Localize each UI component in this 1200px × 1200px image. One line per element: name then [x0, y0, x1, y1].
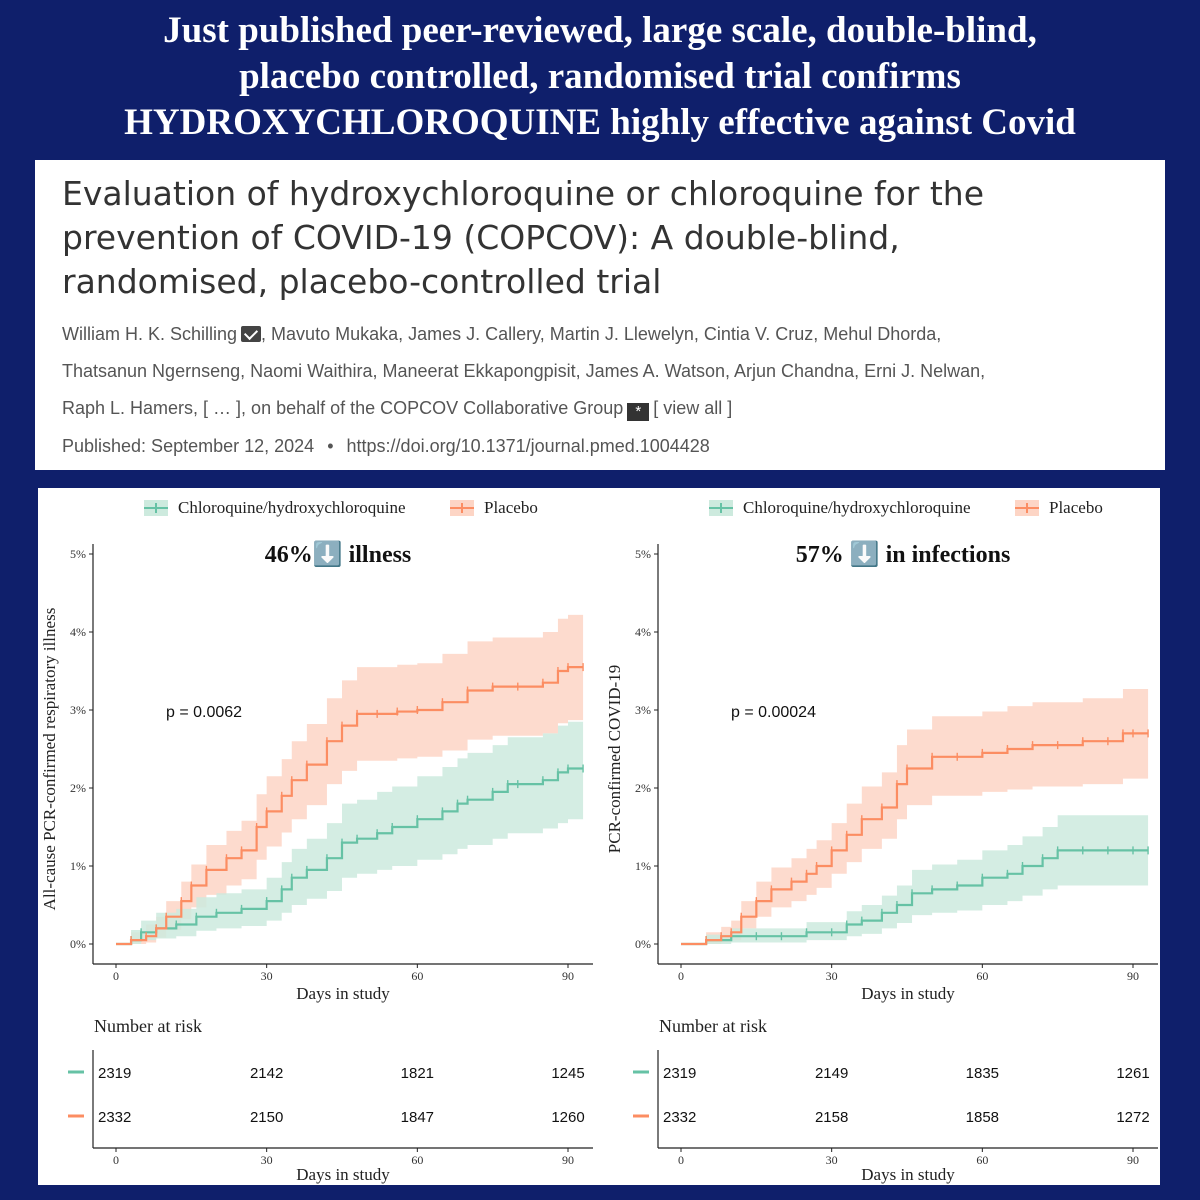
doi-link[interactable]: https://doi.org/10.1371/journal.pmed.100… — [346, 436, 710, 456]
panel-2-ci-band-placebo — [681, 688, 1149, 944]
panel-2-risk-x-tick-label: 60 — [976, 1153, 988, 1167]
corresponding-author-link[interactable]: William H. K. Schilling — [62, 324, 238, 344]
panel-1-x-tick-label: 90 — [562, 969, 574, 983]
author-line-1: William H. K. Schilling , Mavuto Mukaka, … — [62, 316, 1152, 353]
headline-line-1: Just published peer-reviewed, large scal… — [163, 10, 1037, 51]
panel-2-y-tick-label: 1% — [635, 859, 651, 873]
panel-2-ci-band-chloroquine — [681, 815, 1149, 944]
headline-line-3: HYDROXYCHLOROQUINE highly effective agai… — [124, 102, 1076, 143]
panel-2-risk-value: 2158 — [815, 1109, 848, 1126]
panel-1-y-tick-label: 0% — [70, 937, 86, 951]
view-all-authors-link[interactable]: [ view all ] — [653, 398, 733, 418]
panel-1-risk-value: 2319 — [98, 1065, 131, 1082]
panel-2-y-axis-title: PCR-confirmed COVID-19 — [605, 665, 624, 853]
panel-1-ci-band-chloroquine — [116, 721, 584, 944]
panel-1-risk-x-tick-label: 90 — [562, 1153, 574, 1167]
panel-1-y-tick-label: 1% — [70, 859, 86, 873]
panel-2-y-tick-label: 0% — [635, 937, 651, 951]
panel-2-y-tick-label: 5% — [635, 547, 651, 561]
panel-1-risk-x-tick-label: 0 — [113, 1153, 119, 1167]
panel-2-risk-value: 1835 — [966, 1065, 999, 1082]
bullet-separator: • — [327, 436, 334, 456]
panel-2-risk-x-axis-title: Days in study — [861, 1165, 955, 1184]
paper-title-line-3: randomised, placebo-controlled trial — [62, 262, 662, 301]
panel-1-risk-value: 1260 — [551, 1109, 584, 1126]
panel-2-risk-x-tick-label: 30 — [826, 1153, 838, 1167]
panel-1-x-tick-label: 30 — [261, 969, 273, 983]
group-asterisk-icon[interactable]: * — [627, 403, 650, 421]
panel-1-legend-chloroquine-label: Chloroquine/hydroxychloroquine — [178, 498, 406, 517]
panel-2-risk-x-tick-label: 0 — [678, 1153, 684, 1167]
panel-2-p-value-annotation: p = 0.00024 — [731, 704, 816, 721]
panel-2-x-tick-label: 90 — [1127, 969, 1139, 983]
panel-2-risk-value: 2319 — [663, 1065, 696, 1082]
panel-1-risk-value: 1847 — [401, 1109, 434, 1126]
km-chart-svg: Chloroquine/hydroxychloroquine Placebo 0% 1… — [40, 498, 1158, 1184]
panel-2-risk-value: 2332 — [663, 1109, 696, 1126]
panel-1-p-value-annotation: p = 0.0062 — [166, 704, 242, 721]
panel-2-risk-value: 1858 — [966, 1109, 999, 1126]
mail-icon[interactable] — [241, 326, 262, 342]
panel-1-x-tick-label: 0 — [113, 969, 119, 983]
panel-1-risk-value: 1821 — [401, 1065, 434, 1082]
paper-header-card: Evaluation of hydroxychloroquine or chlo… — [35, 160, 1165, 470]
panel-1-risk-value: 2332 — [98, 1109, 131, 1126]
author-line-3: Raph L. Hamers, [ … ], on behalf of the … — [62, 390, 1152, 427]
panel-1-y-tick-label: 2% — [70, 781, 86, 795]
headline-line-2: placebo controlled, randomised trial con… — [239, 56, 961, 97]
author-names-1: , Mavuto Mukaka, James J. Callery, Marti… — [261, 324, 942, 344]
author-line-2: Thatsanun Ngernseng, Naomi Waithira, Man… — [62, 361, 986, 381]
panel-2-x-axis-title: Days in study — [861, 984, 955, 1003]
paper-title[interactable]: Evaluation of hydroxychloroquine or chlo… — [62, 172, 1152, 304]
panel-1-x-axis-title: Days in study — [296, 984, 390, 1003]
panel-2-chart-title: 57% ⬇️ in infections — [796, 540, 1011, 568]
panel-2-risk-value: 1261 — [1116, 1065, 1149, 1082]
panel-2-y-tick-label: 2% — [635, 781, 651, 795]
panel-2-risk-table-title: Number at risk — [659, 1016, 767, 1036]
panel-1-risk-value: 1245 — [551, 1065, 584, 1082]
panel-2-x-tick-label: 0 — [678, 969, 684, 983]
panel-1-chart-title: 46%⬇️ illness — [265, 540, 412, 568]
published-date: Published: September 12, 2024 — [62, 436, 315, 456]
panel-2-y-tick-label: 3% — [635, 703, 651, 717]
panel-1-y-tick-label: 3% — [70, 703, 86, 717]
panel-1-risk-x-tick-label: 30 — [261, 1153, 273, 1167]
panel-2-y-tick-label: 4% — [635, 625, 651, 639]
panel-1-risk-x-tick-label: 60 — [411, 1153, 423, 1167]
panel-1-y-tick-label: 4% — [70, 625, 86, 639]
panel-2-legend-placebo-label: Placebo — [1049, 498, 1103, 517]
panel-1-x-tick-label: 60 — [411, 969, 423, 983]
panel-1-risk-value: 2150 — [250, 1109, 283, 1126]
panel-1-y-axis-title: All-cause PCR-confirmed respiratory illn… — [40, 608, 59, 911]
author-list: William H. K. Schilling , Mavuto Mukaka, … — [62, 316, 1152, 427]
panel-1-legend-placebo-label: Placebo — [484, 498, 538, 517]
panel-2-risk-value: 1272 — [1116, 1109, 1149, 1126]
panel-1-y-tick-label: 5% — [70, 547, 86, 561]
kaplan-meier-panels: Chloroquine/hydroxychloroquine Placebo 0% 1… — [38, 488, 1160, 1185]
panel-1-risk-table-title: Number at risk — [94, 1016, 202, 1036]
panel-2-x-tick-label: 30 — [826, 969, 838, 983]
headline: Just published peer-reviewed, large scal… — [0, 8, 1200, 146]
paper-title-line-1: Evaluation of hydroxychloroquine or chlo… — [62, 174, 985, 213]
panel-1-risk-x-axis-title: Days in study — [296, 1165, 390, 1184]
paper-title-line-2: prevention of COVID-19 (COPCOV): A doubl… — [62, 218, 900, 257]
panel-2-legend-chloroquine-label: Chloroquine/hydroxychloroquine — [743, 498, 971, 517]
panel-2-risk-x-tick-label: 90 — [1127, 1153, 1139, 1167]
panel-2-risk-value: 2149 — [815, 1065, 848, 1082]
author-names-3: Raph L. Hamers, [ … ], on behalf of the … — [62, 398, 624, 418]
panel-1-ci-band-placebo — [116, 614, 584, 944]
publication-info: Published: September 12, 2024 • https://… — [62, 436, 710, 457]
panel-2-x-tick-label: 60 — [976, 969, 988, 983]
panel-1-risk-value: 2142 — [250, 1065, 283, 1082]
